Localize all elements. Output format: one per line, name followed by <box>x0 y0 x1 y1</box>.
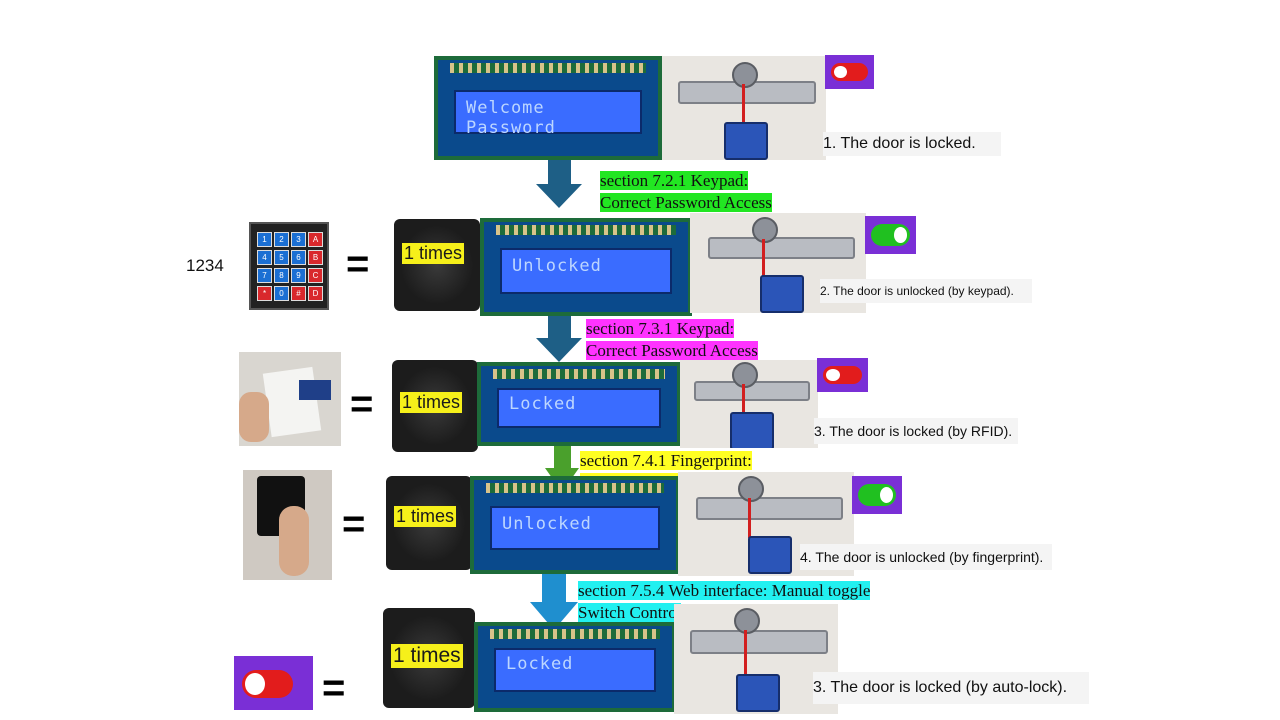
section-7-2-1: section 7.2.1 Keypad: Correct Password A… <box>600 170 772 214</box>
keypad-key: C <box>308 268 323 283</box>
counter-label: 1 times <box>402 243 465 264</box>
toggle-switch <box>871 224 910 246</box>
lcd-screen: Unlocked <box>490 506 660 550</box>
keypad-key: 2 <box>274 232 289 247</box>
counter-dial-1: 1 times <box>394 219 480 311</box>
caption-4: 4. The door is unlocked (by fingerprint)… <box>800 544 1052 570</box>
keypad-key: 1 <box>257 232 272 247</box>
arrow-down-2 <box>536 316 582 362</box>
toggle-on-1[interactable] <box>865 216 916 254</box>
lcd-text: Locked <box>506 654 574 674</box>
keypad-key: 6 <box>291 250 306 265</box>
toggle-off-2[interactable] <box>817 358 868 392</box>
counter-dial-4: 1 times <box>383 608 475 708</box>
counter-dial-2: 1 times <box>392 360 478 452</box>
keypad-key: 8 <box>274 268 289 283</box>
lcd-text: Unlocked <box>502 514 592 534</box>
lcd-welcome: Welcome Password <box>434 56 662 160</box>
section-7-3-1: section 7.3.1 Keypad: Correct Password A… <box>586 318 758 362</box>
toggle-switch <box>858 484 896 506</box>
counter-label: 1 times <box>400 392 463 413</box>
keypad-key: 7 <box>257 268 272 283</box>
section-line1: section 7.2.1 Keypad: <box>600 171 749 190</box>
lcd-text: Locked <box>509 394 577 414</box>
arrow-down-1 <box>536 160 582 208</box>
keypad-key: 5 <box>274 250 289 265</box>
rfid-card-photo <box>239 352 341 446</box>
lcd-text: Unlocked <box>512 256 602 276</box>
door-lock-photo-2 <box>690 213 866 313</box>
keypad-key: 4 <box>257 250 272 265</box>
lcd-text: Welcome Password <box>466 98 556 138</box>
section-line1: section 7.3.1 Keypad: <box>586 319 735 338</box>
counter-dial-3: 1 times <box>386 476 472 570</box>
section-line1: section 7.4.1 Fingerprint: <box>580 451 752 470</box>
door-lock-photo-5 <box>674 604 838 714</box>
lcd-screen: Locked <box>497 388 661 428</box>
door-lock-photo-3 <box>680 360 818 448</box>
lcd-screen: Unlocked <box>500 248 672 294</box>
caption-3: 3. The door is locked (by RFID). <box>814 418 1018 444</box>
keypad-key: 0 <box>274 286 289 301</box>
keypad-photo: 1 2 3 A 4 5 6 B 7 8 9 C * 0 # D <box>249 222 329 310</box>
equals-sign-4: = <box>322 666 346 710</box>
lcd-screen: Welcome Password <box>454 90 642 138</box>
keypad-key: D <box>308 286 323 301</box>
caption-1: 1. The door is locked. <box>823 132 1001 156</box>
keypad-key: * <box>257 286 272 301</box>
servo <box>724 122 768 160</box>
lcd-unlocked-2: Unlocked <box>470 476 680 574</box>
keypad-key: A <box>308 232 323 247</box>
section-line1: section 7.5.4 Web interface: Manual togg… <box>578 581 871 600</box>
wire <box>742 84 745 124</box>
section-line2: Correct Password Access <box>586 341 758 360</box>
equals-sign-2: = <box>350 382 374 426</box>
keypad-key: 9 <box>291 268 306 283</box>
lcd-unlocked-1: Unlocked <box>480 218 692 316</box>
door-lock-photo-1 <box>662 56 826 160</box>
counter-label: 1 times <box>391 644 463 668</box>
fingerprint-sensor-photo <box>243 470 332 580</box>
counter-label: 1 times <box>394 506 457 527</box>
toggle-on-2[interactable] <box>852 476 902 514</box>
caption-5: 3. The door is locked (by auto-lock). <box>813 672 1089 704</box>
keypad-key: 3 <box>291 232 306 247</box>
section-line2: Correct Password Access <box>600 193 772 212</box>
lcd-locked-2: Locked <box>474 622 676 712</box>
equals-sign-1: = <box>346 242 370 286</box>
toggle-off-1[interactable] <box>825 55 874 89</box>
toggle-switch <box>831 63 868 81</box>
toggle-switch <box>242 670 293 698</box>
lcd-locked-1: Locked <box>477 362 681 446</box>
toggle-off-large[interactable] <box>234 656 313 710</box>
section-7-5-4: section 7.5.4 Web interface: Manual togg… <box>578 580 871 624</box>
lcd-pins <box>450 63 646 73</box>
keypad-key: B <box>308 250 323 265</box>
section-line2: Switch Control <box>578 603 682 622</box>
equals-sign-3: = <box>342 502 366 546</box>
keypad-key: # <box>291 286 306 301</box>
caption-2: 2. The door is unlocked (by keypad). <box>820 279 1032 303</box>
toggle-switch <box>823 366 862 384</box>
bolt-knob <box>732 62 758 88</box>
lcd-screen: Locked <box>494 648 656 692</box>
keypad-code: 1234 <box>186 256 224 275</box>
